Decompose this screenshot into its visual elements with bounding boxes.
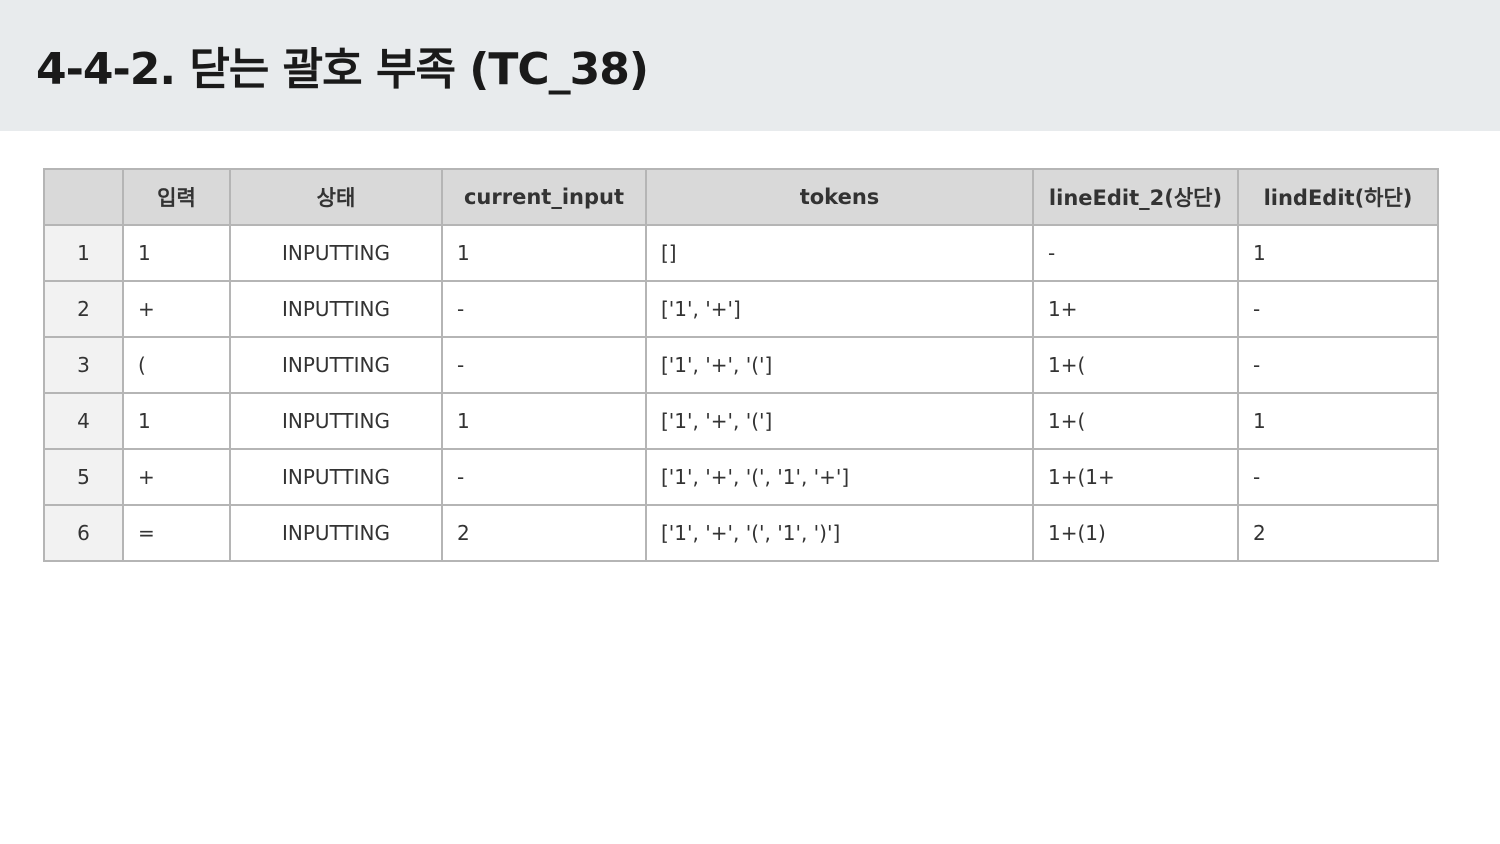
cell-line-edit-top: - — [1032, 224, 1239, 282]
header-cell-index — [43, 168, 124, 226]
cell-current-input: - — [441, 336, 647, 394]
cell-line-edit-bottom: 2 — [1237, 504, 1439, 562]
table-row: 1 1 INPUTTING 1 [] - 1 — [43, 224, 1439, 282]
table-row: 5 + INPUTTING - ['1', '+', '(', '1', '+'… — [43, 448, 1439, 506]
cell-input: 1 — [122, 392, 231, 450]
row-number: 6 — [43, 504, 124, 562]
cell-input: ( — [122, 336, 231, 394]
row-number: 2 — [43, 280, 124, 338]
table-body: 1 1 INPUTTING 1 [] - 1 2 + INPUTTING - [… — [43, 224, 1439, 562]
cell-current-input: 1 — [441, 224, 647, 282]
cell-line-edit-top: 1+( — [1032, 392, 1239, 450]
cell-input: + — [122, 280, 231, 338]
row-number: 1 — [43, 224, 124, 282]
cell-state: INPUTTING — [229, 224, 443, 282]
cell-line-edit-top: 1+(1+ — [1032, 448, 1239, 506]
cell-input: 1 — [122, 224, 231, 282]
cell-line-edit-bottom: - — [1237, 280, 1439, 338]
cell-input: = — [122, 504, 231, 562]
cell-state: INPUTTING — [229, 280, 443, 338]
cell-state: INPUTTING — [229, 448, 443, 506]
row-number: 4 — [43, 392, 124, 450]
cell-current-input: - — [441, 280, 647, 338]
header-cell-line-edit-top: lineEdit_2(상단) — [1032, 168, 1239, 226]
table-row: 6 = INPUTTING 2 ['1', '+', '(', '1', ')'… — [43, 504, 1439, 562]
cell-tokens: ['1', '+', '('] — [645, 392, 1034, 450]
header-cell-input: 입력 — [122, 168, 231, 226]
cell-current-input: 1 — [441, 392, 647, 450]
title-bar: 4-4-2. 닫는 괄호 부족 (TC_38) — [0, 0, 1500, 131]
cell-line-edit-bottom: - — [1237, 448, 1439, 506]
header-cell-tokens: tokens — [645, 168, 1034, 226]
table-header: 입력 상태 current_input tokens lineEdit_2(상단… — [43, 168, 1439, 226]
row-number: 5 — [43, 448, 124, 506]
cell-line-edit-bottom: 1 — [1237, 392, 1439, 450]
cell-tokens: ['1', '+', '('] — [645, 336, 1034, 394]
cell-line-edit-top: 1+ — [1032, 280, 1239, 338]
cell-input: + — [122, 448, 231, 506]
table-row: 3 ( INPUTTING - ['1', '+', '('] 1+( - — [43, 336, 1439, 394]
table-row: 4 1 INPUTTING 1 ['1', '+', '('] 1+( 1 — [43, 392, 1439, 450]
header-cell-line-edit-bottom: lindEdit(하단) — [1237, 168, 1439, 226]
table-row: 2 + INPUTTING - ['1', '+'] 1+ - — [43, 280, 1439, 338]
header-row: 입력 상태 current_input tokens lineEdit_2(상단… — [43, 168, 1439, 226]
cell-state: INPUTTING — [229, 336, 443, 394]
cell-line-edit-bottom: - — [1237, 336, 1439, 394]
cell-line-edit-top: 1+( — [1032, 336, 1239, 394]
page-title: 4-4-2. 닫는 괄호 부족 (TC_38) — [36, 44, 649, 95]
row-number: 3 — [43, 336, 124, 394]
cell-state: INPUTTING — [229, 392, 443, 450]
header-cell-state: 상태 — [229, 168, 443, 226]
cell-current-input: - — [441, 448, 647, 506]
cell-line-edit-top: 1+(1) — [1032, 504, 1239, 562]
header-cell-current-input: current_input — [441, 168, 647, 226]
cell-tokens: ['1', '+'] — [645, 280, 1034, 338]
test-case-table: 입력 상태 current_input tokens lineEdit_2(상단… — [43, 168, 1439, 562]
cell-line-edit-bottom: 1 — [1237, 224, 1439, 282]
cell-tokens: ['1', '+', '(', '1', '+'] — [645, 448, 1034, 506]
cell-tokens: [] — [645, 224, 1034, 282]
cell-tokens: ['1', '+', '(', '1', ')'] — [645, 504, 1034, 562]
cell-current-input: 2 — [441, 504, 647, 562]
cell-state: INPUTTING — [229, 504, 443, 562]
